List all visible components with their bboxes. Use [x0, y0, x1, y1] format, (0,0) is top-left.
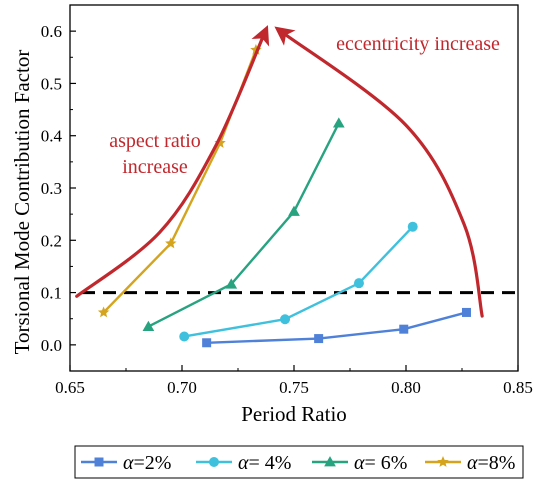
legend-symbol: α [467, 452, 478, 474]
x-axis-title: Period Ratio [241, 402, 347, 426]
data-point [165, 237, 177, 249]
y-tick-label: 0.5 [41, 74, 62, 93]
legend-label: α=8% [467, 452, 515, 474]
legend-entry-2: α= 4% [196, 452, 291, 474]
legend-marker [94, 457, 104, 467]
series-1 [202, 307, 471, 348]
legend-symbol: α [123, 452, 134, 474]
y-tick-label: 0.0 [41, 336, 62, 355]
series-line [206, 311, 467, 344]
annotation-eccentricity: eccentricity increase [336, 33, 500, 55]
series-line [184, 225, 414, 338]
legend-value: =8% [478, 452, 516, 474]
y-tick-label: 0.1 [41, 284, 62, 303]
y-tick-label: 0.4 [41, 127, 63, 146]
legend: α=2% α= 4% α= 6% α=8% [74, 445, 524, 479]
series-2 [179, 221, 418, 342]
legend-marker [437, 456, 449, 467]
eccentricity-arrow [274, 26, 484, 318]
legend-label: α= 6% [354, 452, 407, 474]
annotation-aspect-ratio: aspect ratio [109, 130, 201, 152]
y-tick-label: 0.2 [41, 231, 62, 250]
data-point [407, 221, 418, 232]
series-line [102, 49, 258, 314]
data-point [250, 43, 262, 55]
legend-entry-4: α=8% [425, 452, 515, 474]
data-point [97, 306, 110, 318]
data-point [225, 278, 238, 289]
x-tick-label: 0.80 [391, 378, 421, 397]
x-tick-label: 0.75 [279, 378, 309, 397]
data-point [353, 278, 364, 289]
legend-label: α=2% [123, 452, 171, 474]
data-point [461, 307, 471, 317]
aspect-arrow [75, 25, 270, 298]
legend-label: α= 4% [238, 452, 291, 474]
data-point [179, 331, 190, 342]
legend-symbol: α [238, 452, 249, 474]
data-point [332, 117, 345, 128]
legend-entry-1: α=2% [81, 452, 171, 474]
x-tick-label: 0.85 [503, 378, 533, 397]
data-point [202, 338, 212, 348]
y-axis-title: Torsional Mode Contribution Factor [10, 50, 34, 355]
x-tick-label: 0.70 [167, 378, 197, 397]
legend-marker [209, 457, 219, 467]
data-point [280, 314, 291, 325]
annotations-layer: aspect ratio increase eccentricity increas… [75, 25, 500, 318]
x-tick-label: 0.65 [55, 378, 85, 397]
plot-area: 0.65 0.70 0.75 0.80 0.85 0.0 0.1 0.2 0.3 0.4 0.5 0.… [10, 4, 533, 426]
legend-symbol: α [354, 452, 365, 474]
y-tick-label: 0.6 [41, 22, 62, 41]
y-tick-label: 0.3 [41, 179, 62, 198]
series-3 [142, 117, 345, 331]
data-point [314, 334, 324, 344]
data-point [142, 320, 155, 331]
data-point [399, 324, 409, 334]
legend-entry-3: α= 6% [312, 452, 407, 474]
annotation-aspect-ratio: increase [122, 156, 188, 178]
data-point [288, 205, 300, 216]
legend-value: = 4% [249, 452, 292, 474]
series-line [147, 122, 340, 328]
legend-value: = 6% [365, 452, 408, 474]
legend-marker [324, 456, 336, 467]
legend-value: =2% [134, 452, 172, 474]
